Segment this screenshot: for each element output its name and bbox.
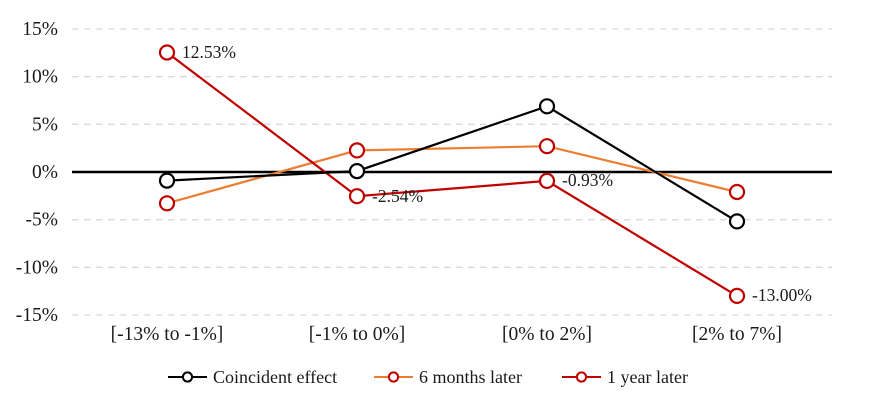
svg-text:-2.54%: -2.54%: [372, 186, 423, 206]
svg-text:-0.93%: -0.93%: [562, 170, 613, 190]
svg-text:-5%: -5%: [26, 210, 59, 231]
svg-text:[-13% to -1%]: [-13% to -1%]: [111, 324, 224, 345]
svg-text:5%: 5%: [32, 114, 58, 135]
svg-text:[2% to 7%]: [2% to 7%]: [692, 324, 782, 345]
svg-text:-10%: -10%: [16, 257, 58, 278]
svg-text:1 year later: 1 year later: [607, 367, 688, 387]
svg-text:[-1% to 0%]: [-1% to 0%]: [309, 324, 405, 345]
svg-text:0%: 0%: [32, 162, 58, 183]
svg-text:12.53%: 12.53%: [182, 42, 236, 62]
svg-text:15%: 15%: [22, 19, 58, 40]
svg-text:6 months later: 6 months later: [419, 367, 522, 387]
svg-text:Coincident effect: Coincident effect: [213, 367, 337, 387]
svg-text:10%: 10%: [22, 67, 58, 88]
svg-text:-15%: -15%: [16, 305, 58, 326]
svg-text:[0% to 2%]: [0% to 2%]: [502, 324, 592, 345]
svg-text:-13.00%: -13.00%: [752, 285, 812, 305]
